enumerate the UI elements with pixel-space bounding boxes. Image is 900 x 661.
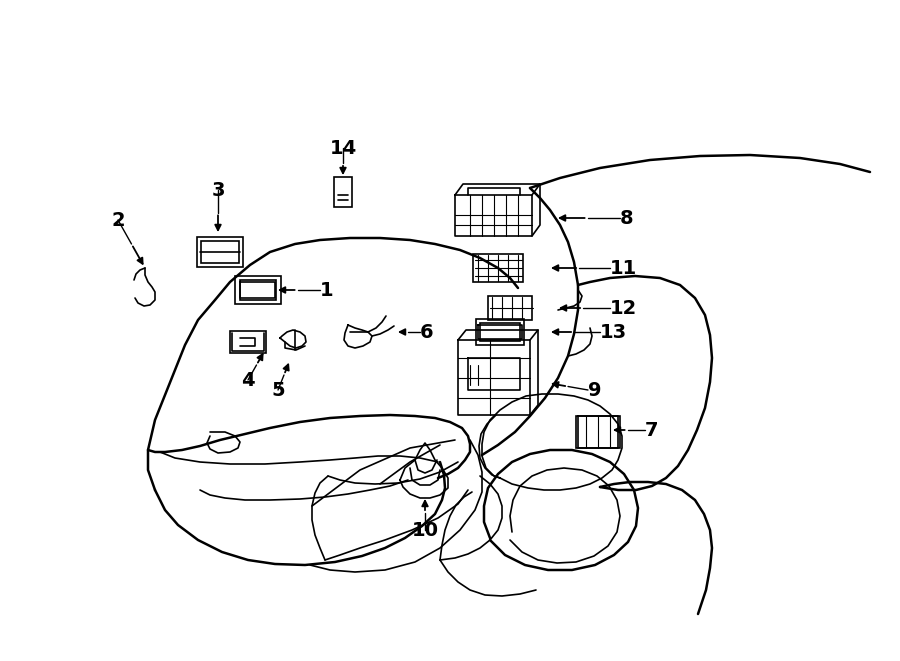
Text: 4: 4 [241, 371, 255, 389]
Text: 5: 5 [271, 381, 284, 399]
Text: 8: 8 [620, 208, 634, 227]
Text: 3: 3 [212, 180, 225, 200]
Text: 6: 6 [420, 323, 434, 342]
Text: 9: 9 [588, 381, 601, 399]
Text: 12: 12 [610, 299, 637, 317]
Text: 14: 14 [329, 139, 356, 157]
Text: 2: 2 [112, 210, 125, 229]
Text: 10: 10 [411, 520, 438, 539]
Text: 7: 7 [645, 420, 659, 440]
Text: 1: 1 [320, 280, 334, 299]
Text: 11: 11 [610, 258, 637, 278]
Text: 13: 13 [600, 323, 627, 342]
